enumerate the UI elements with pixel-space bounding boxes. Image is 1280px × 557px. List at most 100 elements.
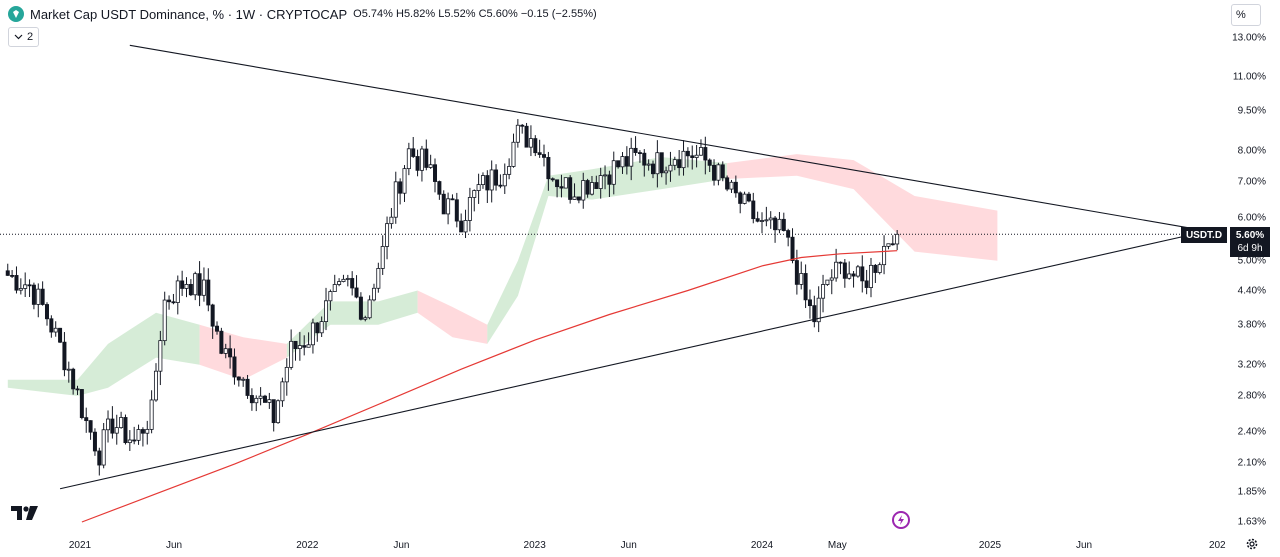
candle bbox=[742, 191, 747, 205]
candle bbox=[197, 261, 202, 307]
bar-countdown: 6d 9h bbox=[1237, 243, 1263, 254]
y-tick-label: 3.20% bbox=[1237, 359, 1266, 371]
candle bbox=[877, 262, 882, 275]
candle bbox=[23, 272, 28, 297]
candle bbox=[75, 385, 80, 395]
x-tick-label: May bbox=[827, 540, 847, 551]
candle bbox=[476, 173, 481, 204]
candle bbox=[262, 394, 267, 403]
candle bbox=[882, 235, 887, 275]
y-tick-label: 8.00% bbox=[1237, 145, 1266, 157]
candle bbox=[289, 329, 294, 370]
candle bbox=[62, 332, 67, 377]
candle bbox=[760, 212, 765, 234]
candle bbox=[97, 447, 102, 476]
candle bbox=[358, 292, 363, 321]
candle bbox=[511, 133, 516, 168]
candle bbox=[607, 170, 612, 197]
candle bbox=[215, 321, 220, 335]
candle bbox=[354, 275, 359, 299]
candle bbox=[10, 270, 15, 279]
candle bbox=[537, 139, 542, 158]
candle bbox=[720, 161, 725, 182]
candle bbox=[319, 316, 324, 338]
candle bbox=[807, 289, 812, 319]
candle bbox=[690, 145, 695, 170]
chart-title[interactable]: Market Cap USDT Dominance, % · 1W · CRYP… bbox=[30, 6, 348, 22]
candle bbox=[415, 149, 420, 177]
candle bbox=[611, 151, 616, 195]
candle bbox=[642, 149, 647, 177]
candle bbox=[140, 427, 145, 447]
lightning-icon[interactable] bbox=[892, 511, 910, 529]
chevron-down-icon bbox=[14, 31, 23, 43]
candle bbox=[624, 146, 629, 175]
candle bbox=[672, 156, 677, 171]
candle bbox=[411, 136, 416, 158]
candle bbox=[781, 212, 786, 232]
candle bbox=[428, 154, 433, 169]
cloud-segment bbox=[417, 290, 488, 344]
candle bbox=[860, 255, 865, 293]
candle bbox=[267, 392, 272, 409]
candle bbox=[114, 414, 119, 445]
candle bbox=[655, 140, 660, 188]
candle bbox=[345, 274, 350, 287]
candle bbox=[14, 266, 19, 294]
candle bbox=[245, 374, 250, 399]
candle bbox=[201, 267, 206, 302]
candle bbox=[302, 335, 307, 356]
candle bbox=[816, 286, 821, 333]
candle bbox=[651, 160, 656, 179]
candle bbox=[210, 303, 215, 339]
trendline-lower[interactable] bbox=[59, 231, 1203, 490]
gear-icon[interactable] bbox=[1245, 537, 1259, 554]
candle bbox=[550, 177, 555, 182]
candle bbox=[746, 191, 751, 203]
y-tick-label: 2.10% bbox=[1237, 457, 1266, 469]
candlesticks bbox=[5, 119, 900, 476]
chart-header: Market Cap USDT Dominance, % · 1W · CRYP… bbox=[8, 6, 597, 22]
candle bbox=[459, 213, 464, 233]
candle bbox=[310, 318, 315, 354]
indicators-toggle-button[interactable]: 2 bbox=[8, 27, 40, 47]
candle bbox=[868, 257, 873, 298]
candle bbox=[851, 270, 856, 288]
candle bbox=[110, 406, 115, 439]
candle bbox=[446, 192, 451, 225]
candle bbox=[106, 410, 111, 443]
percent-scale-button[interactable]: % bbox=[1231, 4, 1261, 26]
candle bbox=[180, 270, 185, 296]
y-tick-label: 7.00% bbox=[1237, 176, 1266, 188]
candle bbox=[895, 230, 900, 251]
x-tick-label: Jun bbox=[1075, 540, 1093, 551]
candle bbox=[729, 179, 734, 193]
candle bbox=[437, 180, 442, 200]
candle bbox=[668, 151, 673, 182]
candle bbox=[847, 261, 852, 280]
candle bbox=[450, 194, 455, 201]
change-value: −0.15 (−2.55%) bbox=[520, 8, 597, 20]
candle bbox=[332, 274, 337, 292]
candle bbox=[620, 152, 625, 174]
logo-icon[interactable] bbox=[8, 6, 24, 22]
y-tick-label: 11.00% bbox=[1232, 71, 1266, 83]
candle bbox=[629, 137, 634, 181]
candle bbox=[472, 189, 477, 212]
candle bbox=[768, 211, 773, 229]
tradingview-logo-icon[interactable] bbox=[11, 504, 39, 525]
candle bbox=[158, 330, 163, 386]
close-label: C bbox=[478, 8, 487, 20]
candle bbox=[555, 179, 560, 198]
candle bbox=[589, 175, 594, 196]
x-tick-label: 2022 bbox=[296, 540, 319, 551]
low-value: 5.52% bbox=[444, 8, 476, 20]
x-tick-label: Jun bbox=[393, 540, 410, 551]
candle bbox=[825, 279, 830, 286]
trendline-upper[interactable] bbox=[129, 44, 1203, 231]
y-tick-label: 6.00% bbox=[1237, 212, 1266, 224]
candle bbox=[153, 363, 158, 402]
candle bbox=[598, 167, 603, 199]
candle bbox=[533, 135, 538, 157]
